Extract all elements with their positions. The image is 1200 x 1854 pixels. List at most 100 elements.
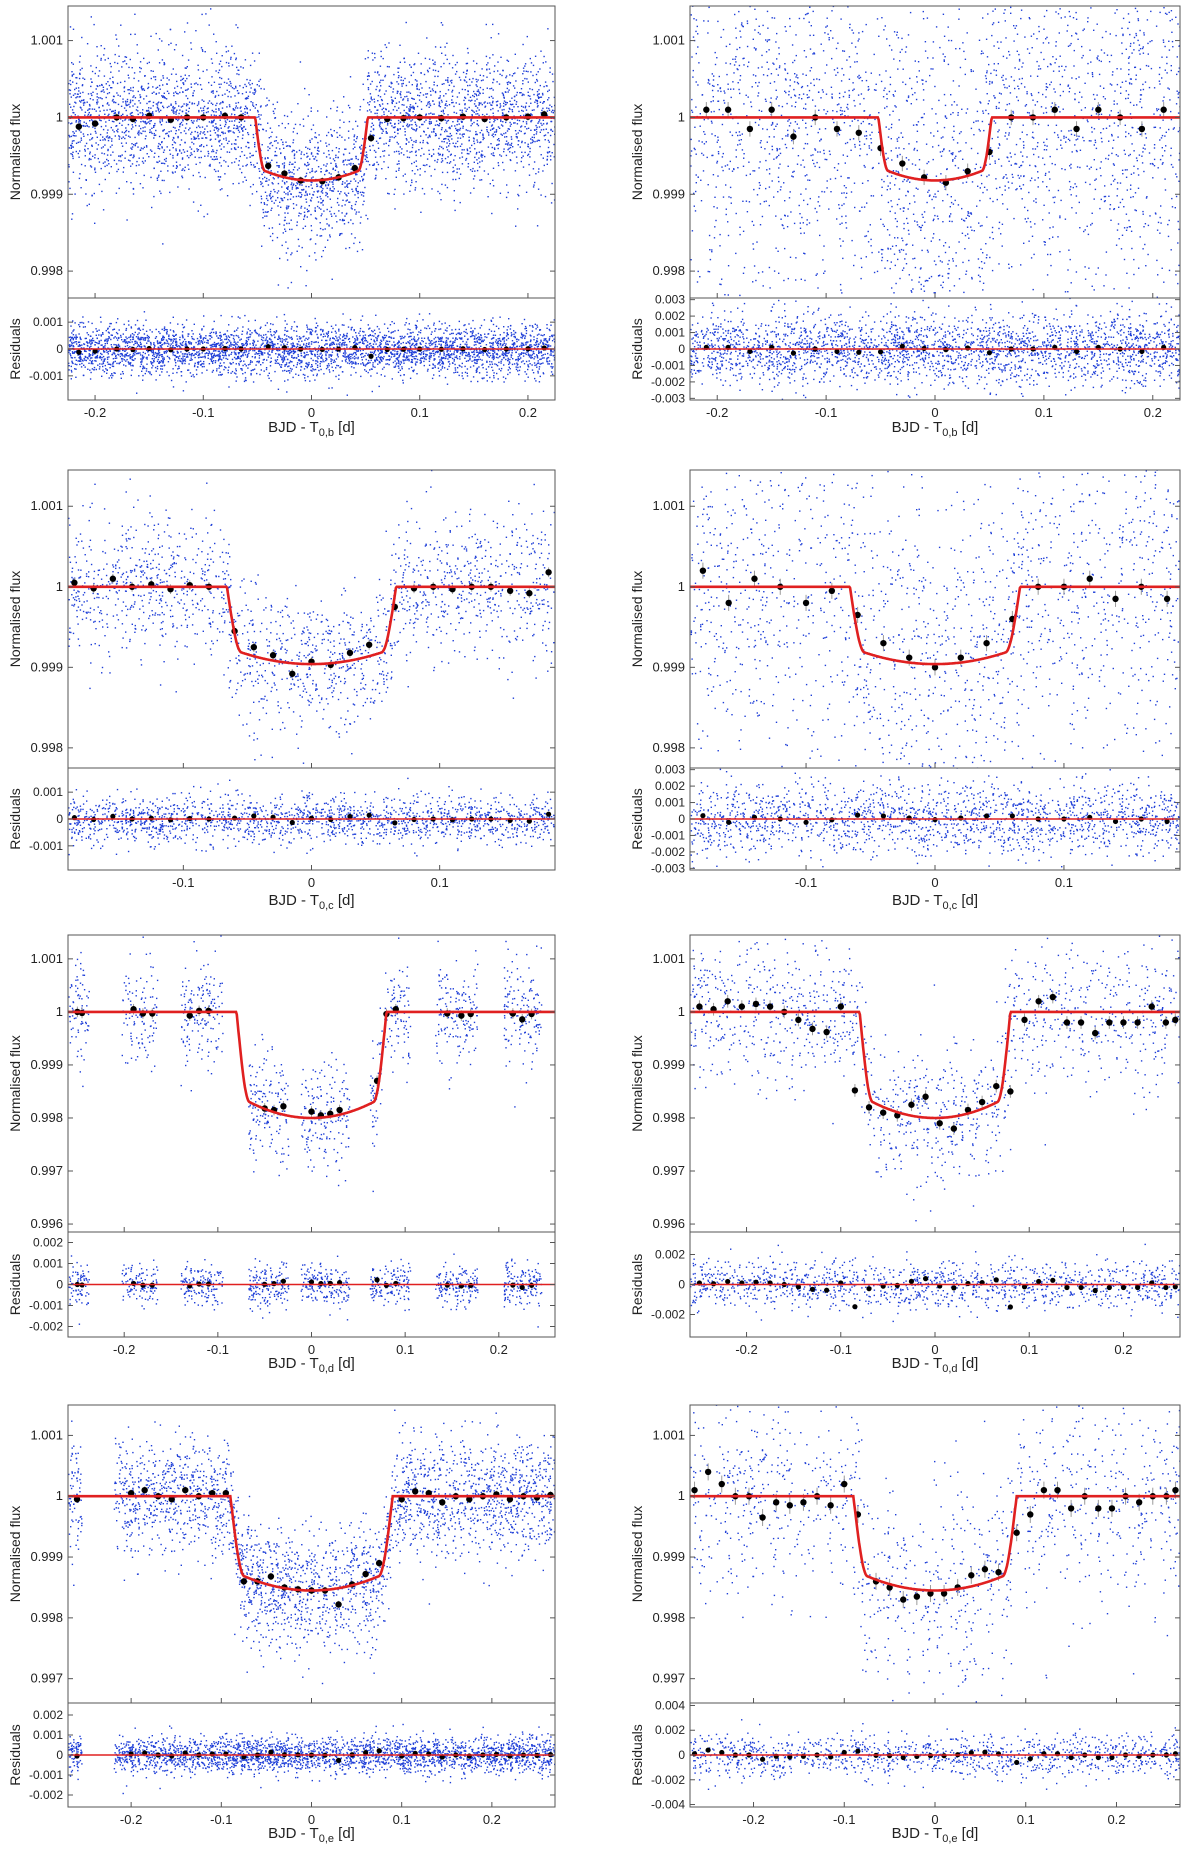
- residual-point: [536, 356, 539, 358]
- flux-point: [459, 157, 461, 159]
- flux-point: [362, 203, 364, 206]
- residual-point: [301, 361, 303, 364]
- flux-point: [373, 134, 375, 137]
- residual-point: [491, 366, 493, 368]
- residual-point: [192, 354, 194, 357]
- flux-point: [324, 173, 326, 176]
- flux-point: [463, 133, 465, 135]
- flux-point: [123, 90, 126, 93]
- residual-point: [211, 361, 214, 363]
- flux-point: [224, 120, 227, 122]
- flux-point: [538, 93, 540, 95]
- flux-point: [208, 165, 211, 167]
- flux-point: [128, 92, 130, 95]
- flux-point: [400, 91, 402, 93]
- flux-point: [531, 114, 533, 116]
- flux-point: [128, 77, 130, 79]
- flux-point: [201, 126, 204, 128]
- flux-point: [487, 196, 489, 198]
- residual-point: [129, 339, 132, 341]
- flux-point: [549, 71, 551, 73]
- flux-point: [132, 96, 134, 98]
- flux-point: [320, 168, 322, 170]
- residual-point: [103, 371, 106, 373]
- flux-point: [282, 232, 284, 234]
- residual-point: [525, 373, 528, 375]
- flux-point: [501, 109, 503, 111]
- flux-point: [100, 147, 103, 149]
- flux-point: [98, 106, 100, 109]
- flux-point: [536, 106, 539, 108]
- residual-point: [325, 358, 328, 360]
- flux-point: [429, 104, 432, 107]
- flux-point: [267, 184, 270, 186]
- flux-point: [407, 126, 409, 128]
- flux-point: [240, 147, 242, 149]
- flux-point: [531, 88, 534, 91]
- flux-point: [269, 193, 272, 195]
- flux-point: [344, 139, 346, 141]
- residual-point: [475, 371, 478, 373]
- flux-point: [182, 120, 184, 122]
- flux-point: [186, 89, 188, 91]
- flux-point: [212, 149, 214, 151]
- flux-point: [270, 209, 272, 211]
- flux-point: [427, 101, 429, 104]
- flux-point: [532, 168, 535, 170]
- flux-point: [381, 99, 383, 102]
- residual-point: [125, 365, 127, 367]
- flux-point: [547, 139, 550, 142]
- flux-point: [298, 167, 300, 169]
- flux-point: [461, 152, 463, 154]
- residual-point: [291, 361, 293, 363]
- flux-point: [141, 85, 143, 87]
- flux-point: [369, 83, 372, 85]
- flux-point: [299, 196, 302, 198]
- flux-point: [129, 160, 131, 162]
- residual-point: [126, 337, 128, 340]
- residual-point: [251, 361, 253, 363]
- flux-point: [453, 85, 455, 88]
- flux-point: [391, 101, 393, 103]
- residual-point: [103, 358, 106, 360]
- flux-point: [451, 102, 453, 104]
- flux-point: [265, 130, 267, 132]
- flux-point: [483, 102, 485, 104]
- flux-point: [211, 150, 213, 153]
- flux-point: [518, 140, 520, 142]
- residual-point: [372, 366, 374, 368]
- flux-point: [245, 107, 248, 109]
- flux-point: [124, 56, 126, 58]
- residual-point: [510, 347, 513, 349]
- flux-point: [366, 154, 368, 156]
- flux-point: [325, 165, 327, 167]
- residual-point: [376, 359, 379, 361]
- flux-point: [477, 162, 479, 165]
- residual-point: [73, 329, 75, 331]
- flux-point: [442, 109, 444, 111]
- flux-point: [112, 81, 114, 83]
- residual-point: [238, 352, 240, 354]
- flux-point: [246, 108, 248, 110]
- residual-point: [304, 374, 306, 376]
- flux-point: [329, 181, 331, 183]
- residual-point: [509, 358, 511, 361]
- flux-point: [398, 167, 400, 169]
- flux-point: [258, 129, 260, 132]
- flux-point: [457, 130, 459, 132]
- flux-point: [492, 54, 494, 56]
- residual-point: [298, 340, 300, 343]
- flux-point: [325, 181, 328, 184]
- residual-point: [509, 368, 511, 370]
- residual-point: [130, 326, 132, 328]
- flux-point: [542, 107, 544, 110]
- flux-point: [260, 123, 262, 126]
- residual-point: [465, 352, 468, 354]
- flux-point: [485, 55, 488, 58]
- residual-point: [70, 356, 73, 359]
- flux-point: [226, 89, 228, 91]
- residual-point: [118, 336, 120, 339]
- flux-point: [542, 128, 545, 131]
- residual-point: [475, 362, 477, 365]
- flux-point: [71, 122, 73, 124]
